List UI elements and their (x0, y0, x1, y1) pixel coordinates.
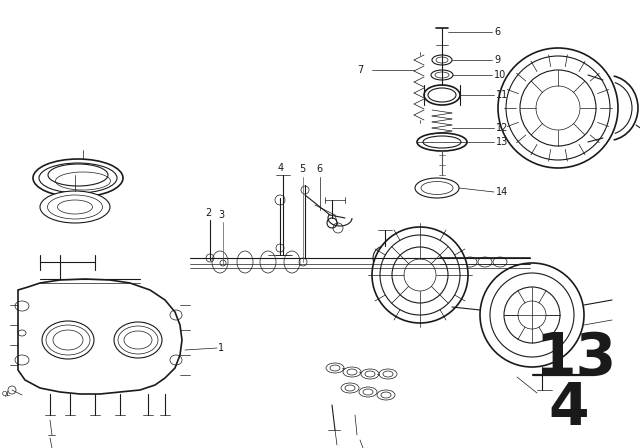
Ellipse shape (415, 178, 459, 198)
Text: 13: 13 (496, 137, 508, 147)
Text: 5: 5 (299, 164, 305, 174)
Text: 1: 1 (218, 343, 224, 353)
Text: 12: 12 (496, 123, 508, 133)
Text: 6: 6 (494, 27, 500, 37)
Text: 7: 7 (357, 65, 364, 75)
Ellipse shape (417, 133, 467, 151)
Text: 4: 4 (278, 163, 284, 173)
Circle shape (498, 48, 618, 168)
Polygon shape (18, 279, 182, 394)
Circle shape (372, 227, 468, 323)
Text: 11: 11 (496, 90, 508, 100)
Text: 14: 14 (496, 187, 508, 197)
Ellipse shape (40, 191, 110, 223)
Text: 4: 4 (548, 379, 589, 436)
Text: 13: 13 (535, 329, 616, 387)
Text: 2: 2 (205, 208, 211, 218)
Circle shape (480, 263, 584, 367)
Text: 6: 6 (316, 164, 322, 174)
Text: 3: 3 (218, 210, 224, 220)
Text: 9: 9 (494, 55, 500, 65)
Text: 10: 10 (494, 70, 506, 80)
Ellipse shape (424, 85, 460, 105)
Text: QL: QL (2, 391, 12, 397)
